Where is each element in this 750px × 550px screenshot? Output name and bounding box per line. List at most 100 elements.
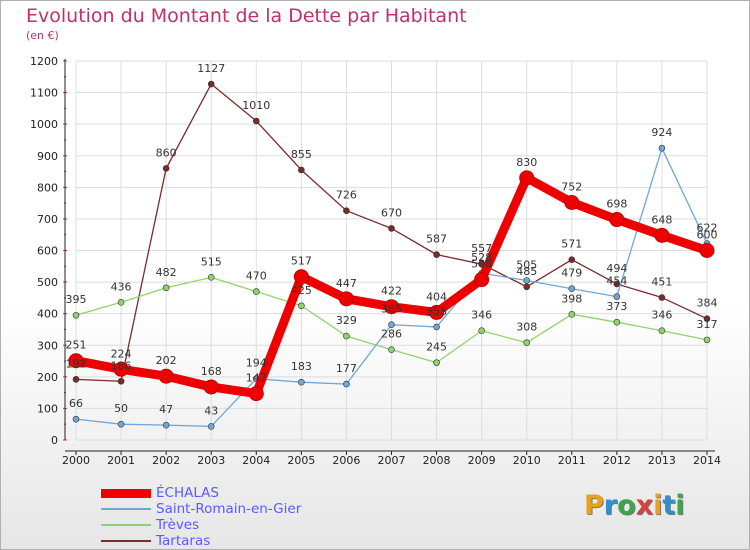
- data-point-tartaras: [343, 207, 350, 215]
- data-label-tartaras: 855: [291, 148, 312, 161]
- data-point-tartaras: [207, 80, 215, 88]
- x-tick-label: 2011: [558, 454, 586, 467]
- x-tick-label: 2003: [197, 454, 225, 467]
- data-label-saint-romain-en-gier: 365: [381, 303, 402, 316]
- legend-swatch: [101, 540, 151, 542]
- data-point-saint-romain-en-gier: [298, 378, 305, 386]
- data-label-tartaras: 494: [606, 262, 627, 275]
- y-tick-label: 900: [37, 150, 58, 163]
- data-point-saint-romain-en-gier: [433, 323, 440, 331]
- data-label-tartaras: 571: [561, 238, 582, 251]
- data-label-tartaras: 670: [381, 206, 402, 219]
- data-point-tartaras: [568, 256, 576, 263]
- x-tick-label: 2008: [423, 454, 451, 467]
- data-label-saint-romain-en-gier: 622: [697, 222, 718, 235]
- data-point-echalas: [384, 299, 399, 315]
- data-point-tartaras: [658, 294, 666, 301]
- data-point-saint-romain-en-gier: [117, 420, 125, 428]
- data-label-saint-romain-en-gier: 358: [426, 305, 447, 318]
- x-tick-label: 2007: [378, 454, 406, 467]
- data-point-treves: [207, 274, 215, 281]
- data-point-saint-romain-en-gier: [343, 380, 350, 388]
- data-label-treves: 329: [336, 314, 357, 327]
- data-point-saint-romain-en-gier: [523, 277, 531, 284]
- data-label-treves: 245: [426, 341, 447, 354]
- proxiti-logo: Proxiti: [584, 490, 685, 521]
- x-tick-label: 2013: [648, 454, 676, 467]
- data-label-tartaras: 1010: [242, 99, 270, 112]
- data-point-tartaras: [388, 225, 395, 232]
- data-point-treves: [523, 339, 531, 347]
- legend: ÉCHALAS Saint-Romain-en-Gier Trèves Tartara…: [101, 485, 301, 549]
- data-point-echalas: [474, 272, 490, 288]
- data-point-tartaras: [298, 166, 305, 174]
- data-point-treves: [343, 332, 350, 340]
- data-point-tartaras: [613, 280, 621, 288]
- data-label-saint-romain-en-gier: 66: [69, 397, 83, 410]
- data-label-saint-romain-en-gier: 505: [516, 259, 537, 272]
- data-label-echalas: 517: [291, 255, 312, 268]
- y-tick-label: 600: [37, 245, 58, 258]
- data-point-treves: [117, 298, 125, 306]
- chart-title: Evolution du Montant de la Dette par Hab…: [26, 5, 467, 27]
- data-point-tartaras: [117, 377, 125, 385]
- data-label-tartaras: 384: [697, 297, 718, 310]
- data-point-treves: [613, 318, 621, 326]
- series-group: [68, 80, 715, 430]
- x-tick-label: 2000: [62, 454, 90, 467]
- data-label-treves: 425: [291, 284, 312, 297]
- data-label-treves: 398: [561, 292, 582, 305]
- data-point-echalas: [203, 379, 219, 395]
- legend-label: Tartaras: [156, 533, 211, 549]
- data-label-saint-romain-en-gier: 43: [204, 404, 218, 417]
- legend-label: Saint-Romain-en-Gier: [156, 501, 302, 517]
- y-tick-label: 100: [37, 402, 58, 415]
- y-tick-label: 1100: [30, 87, 58, 100]
- data-label-saint-romain-en-gier: 183: [291, 360, 312, 373]
- legend-item-echalas: ÉCHALAS: [101, 485, 301, 501]
- data-label-saint-romain-en-gier: 177: [336, 362, 357, 375]
- data-label-treves: 308: [516, 321, 537, 334]
- data-point-echalas: [564, 194, 580, 210]
- data-point-treves: [478, 327, 485, 335]
- data-point-echalas: [699, 243, 715, 258]
- data-label-saint-romain-en-gier: 454: [606, 275, 627, 288]
- data-label-echalas: 698: [606, 198, 627, 211]
- data-point-treves: [568, 310, 576, 318]
- axes: 0 100 200 300 400 500 600 700 800 900 1000 1100 1200…: [30, 55, 721, 467]
- x-tick-label: 2012: [603, 454, 631, 467]
- data-point-saint-romain-en-gier: [207, 423, 215, 430]
- x-tick-label: 2014: [693, 454, 721, 467]
- data-point-tartaras: [252, 117, 260, 125]
- data-point-treves: [703, 336, 711, 344]
- data-point-echalas: [248, 386, 264, 402]
- data-label-tartaras: 186: [111, 359, 132, 372]
- chart-subtitle: (en €): [26, 29, 59, 42]
- data-label-saint-romain-en-gier: 47: [159, 403, 173, 416]
- legend-swatch: [101, 488, 151, 498]
- data-point-echalas: [654, 227, 670, 243]
- x-tick-label: 2010: [513, 454, 541, 467]
- data-point-echalas: [519, 170, 535, 186]
- legend-label: ÉCHALAS: [156, 485, 219, 501]
- data-point-saint-romain-en-gier: [568, 285, 576, 293]
- data-label-echalas: 168: [201, 365, 222, 378]
- data-label-echalas: 508: [471, 258, 492, 271]
- data-label-tartaras: 726: [336, 189, 357, 202]
- data-label-treves: 482: [156, 266, 177, 279]
- x-tick-label: 2006: [332, 454, 360, 467]
- data-point-echalas: [293, 269, 309, 285]
- data-label-treves: 373: [606, 300, 627, 313]
- y-tick-label: 700: [37, 213, 58, 226]
- data-point-tartaras: [523, 283, 531, 291]
- data-point-echalas: [609, 212, 625, 228]
- data-point-treves: [298, 302, 305, 310]
- x-tick-label: 2009: [468, 454, 496, 467]
- legend-item-treves: Trèves: [101, 517, 301, 533]
- data-label-tartaras: 451: [651, 276, 672, 289]
- data-label-echalas: 648: [651, 213, 672, 226]
- x-tick-label: 2001: [107, 454, 135, 467]
- y-tick-label: 800: [37, 181, 58, 194]
- data-point-echalas: [158, 368, 174, 384]
